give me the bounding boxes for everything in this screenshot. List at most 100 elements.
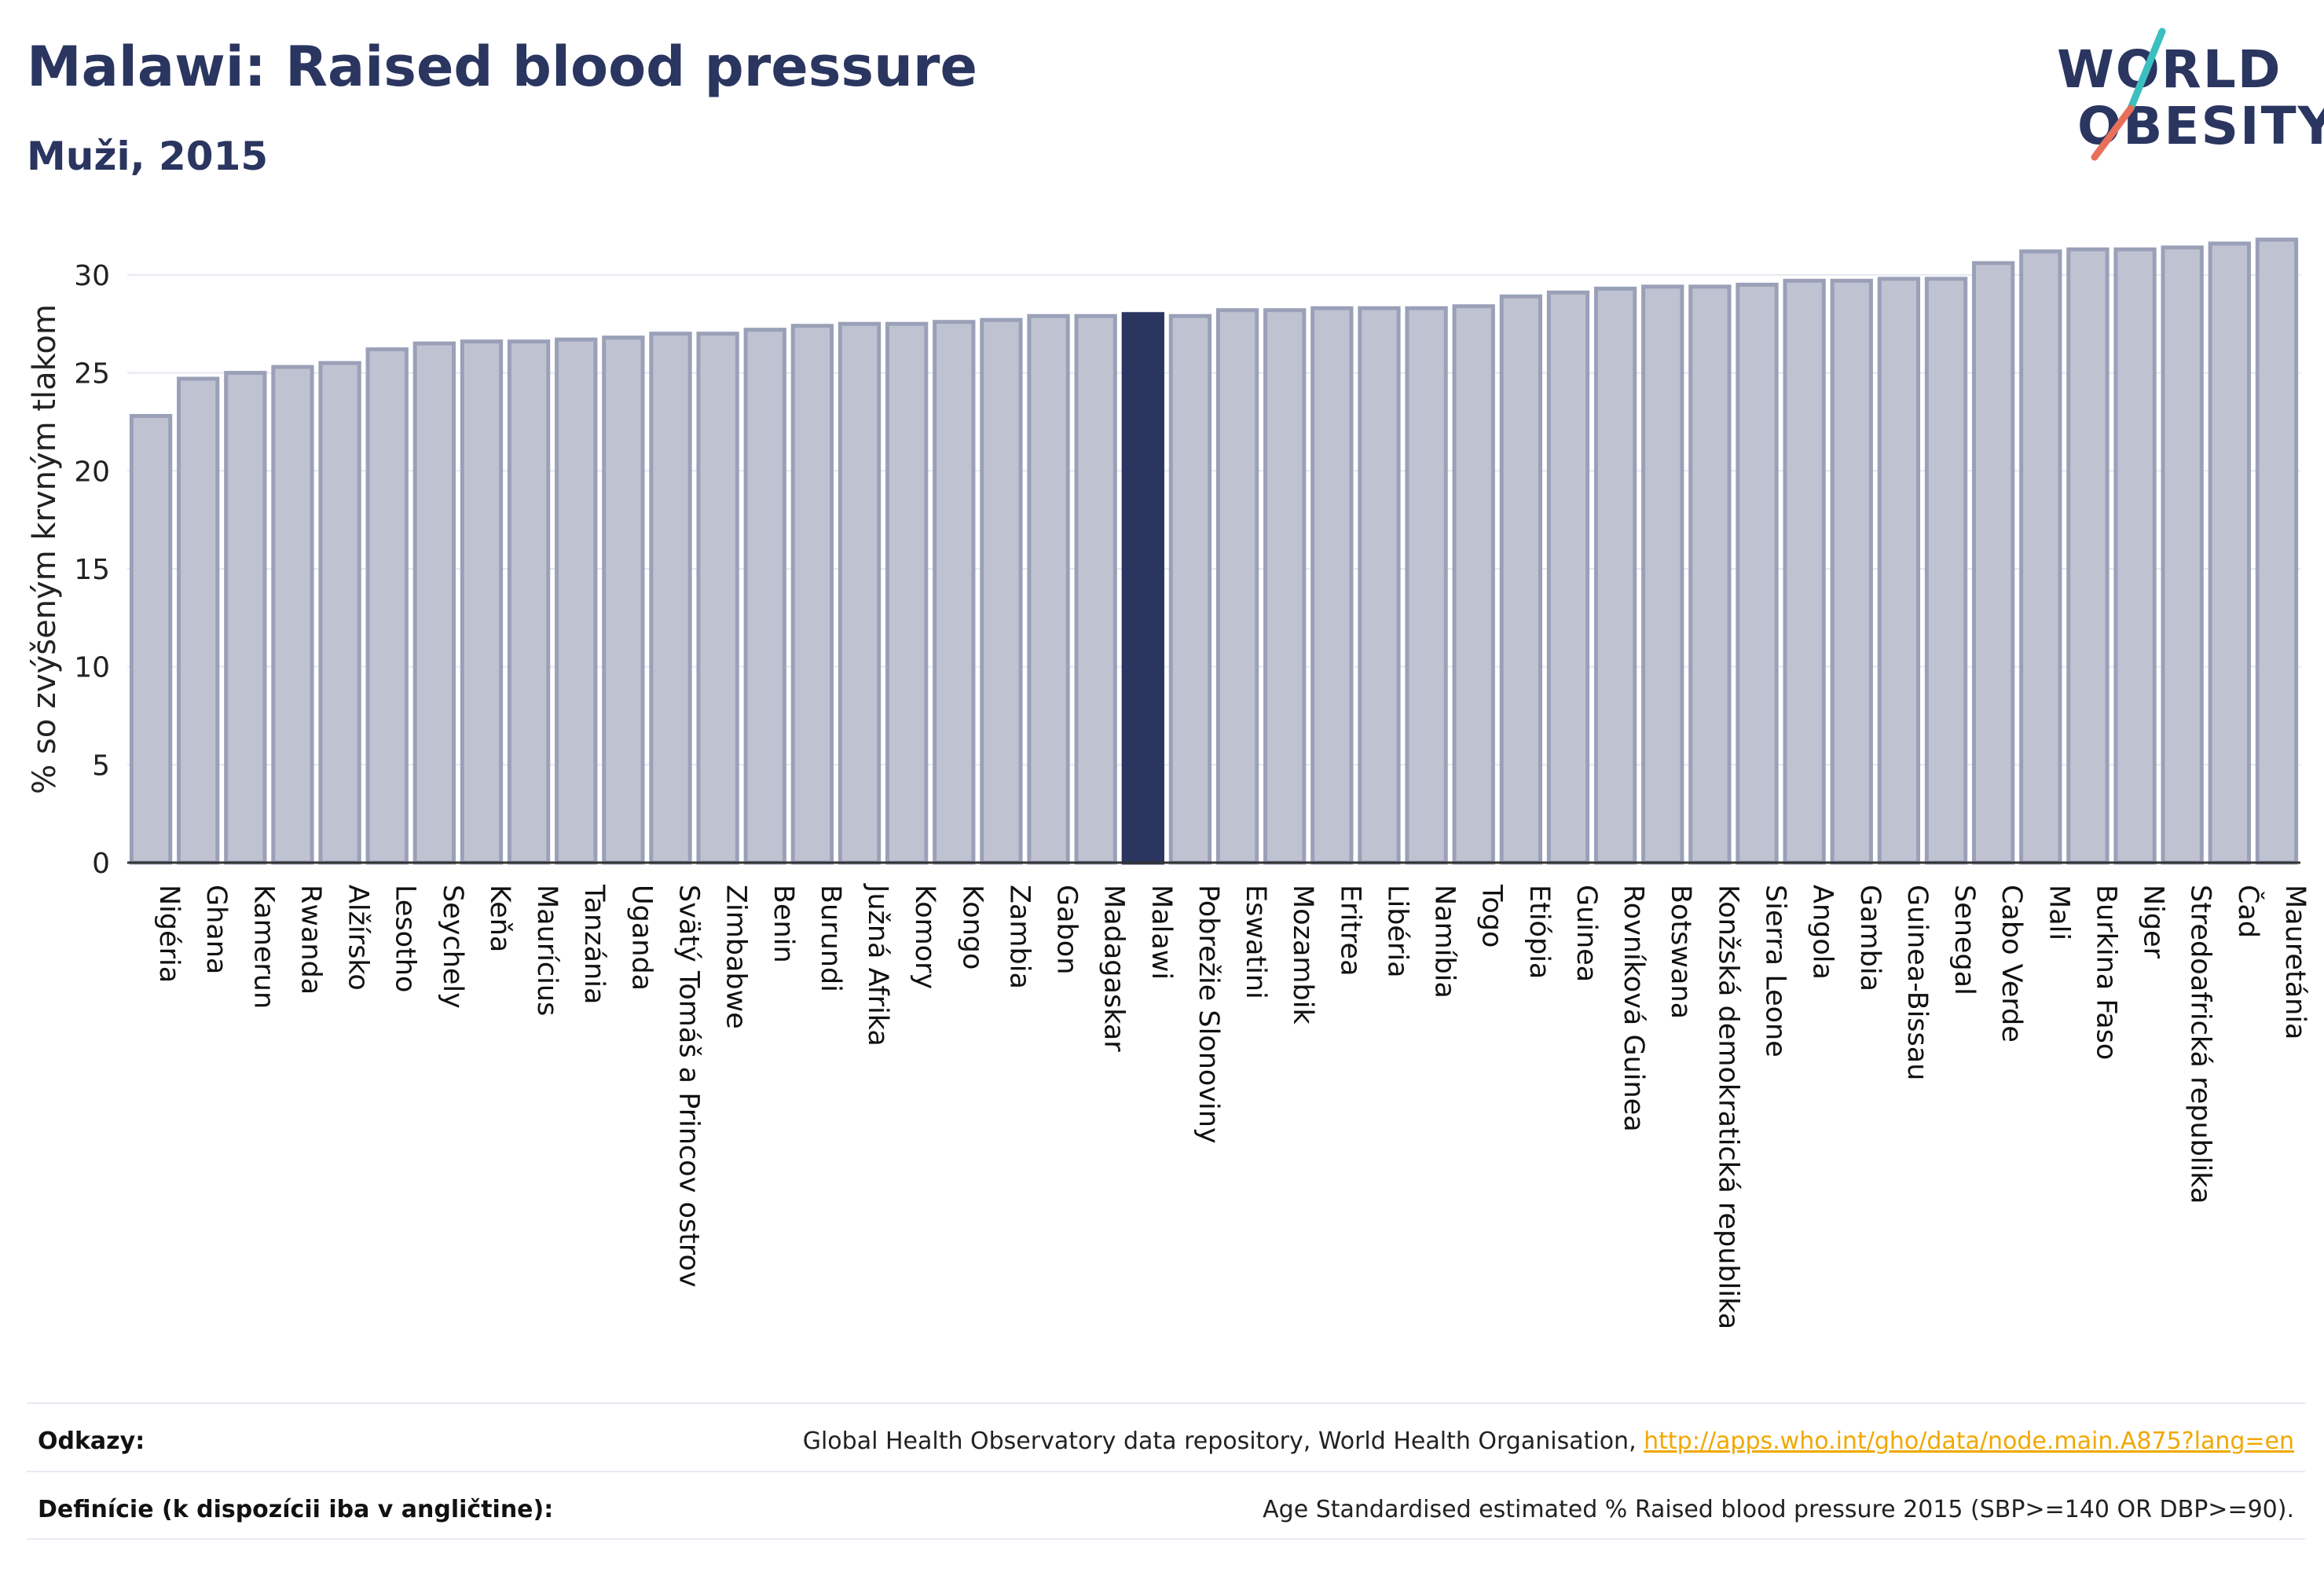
bar: [555, 337, 598, 865]
x-tick-label: Svätý Tomáš a Princov ostrov: [673, 885, 705, 1288]
x-tick-label: Sierra Leone: [1760, 885, 1791, 1057]
bar: [2208, 241, 2251, 865]
x-tick-label: Alžírsko: [343, 885, 374, 991]
bar: [1971, 261, 2015, 865]
references-value: Global Health Observatory data repositor…: [803, 1428, 2294, 1455]
x-tick-label: Lesotho: [390, 885, 421, 992]
x-tick-label: Rwanda: [295, 885, 326, 995]
bar: [933, 320, 976, 865]
bar: [507, 339, 551, 865]
bar: [602, 335, 645, 865]
bar: [1783, 278, 1826, 865]
bar: [1405, 306, 1448, 865]
definitions-label: Definície (k dispozícii iba v angličtine…: [38, 1496, 554, 1523]
bar: [1593, 286, 1637, 865]
x-tick-label: Pobrežie Slonoviny: [1193, 885, 1224, 1144]
footer-divider-bottom: [27, 1538, 2305, 1540]
bar: [177, 376, 220, 865]
x-tick-label: Togo: [1476, 884, 1508, 947]
x-tick-label: Eritrea: [1334, 885, 1365, 977]
x-tick-label: Senegal: [1948, 885, 1980, 995]
chart-subtitle: Muži, 2015: [27, 134, 269, 179]
bar: [1736, 282, 1779, 865]
x-tick-label: Libéria: [1381, 885, 1413, 978]
x-tick-label: Eswatini: [1240, 885, 1271, 999]
x-tick-label: Rovníková Guinea: [1618, 885, 1649, 1132]
x-tick-label: Botswana: [1665, 885, 1696, 1019]
x-tick-label: Uganda: [625, 885, 657, 991]
bars: [129, 237, 2299, 865]
x-tick-label: Benin: [768, 885, 799, 963]
x-tick-label: Zambia: [1003, 885, 1035, 989]
bar: [1027, 313, 1070, 865]
x-tick-label: Gambia: [1854, 885, 1886, 991]
footer-divider-middle: [27, 1471, 2305, 1472]
references-text: Global Health Observatory data repositor…: [802, 1428, 1644, 1455]
bar: [1452, 304, 1495, 865]
bar: [1877, 277, 1921, 865]
bar: [2019, 249, 2062, 865]
bar: [412, 341, 456, 865]
bar: [2255, 237, 2299, 865]
x-tick-label: Malawi: [1146, 885, 1177, 980]
x-tick-label: Tanzánia: [578, 884, 610, 1004]
bar: [271, 365, 314, 865]
x-tick-label: Keňa: [484, 885, 515, 952]
bar: [2161, 245, 2204, 865]
x-tick-label: Madagaskar: [1098, 885, 1130, 1052]
bar: [1358, 306, 1401, 865]
x-tick-label: Etiópia: [1523, 885, 1555, 979]
x-tick-label: Zimbabwe: [720, 885, 752, 1029]
x-tick-label: Niger: [2138, 885, 2169, 959]
bar: [1830, 278, 1873, 865]
bar: [1310, 306, 1354, 865]
footer-divider-top: [27, 1402, 2305, 1404]
bar: [129, 413, 173, 865]
references-label: Odkazy:: [38, 1428, 145, 1455]
x-tick-label: Seychely: [437, 885, 468, 1009]
logo-line1: WORLD: [2057, 39, 2282, 100]
y-tick-label: 15: [74, 554, 110, 586]
x-tick-label: Gabon: [1051, 885, 1083, 974]
bar: [838, 321, 882, 865]
bar: [365, 347, 409, 865]
references-link[interactable]: http://apps.who.int/gho/data/node.main.A…: [1644, 1428, 2294, 1455]
bar: [649, 332, 692, 865]
x-tick-label: Ghana: [200, 885, 232, 974]
bar: [1215, 308, 1259, 865]
bar: [460, 339, 504, 865]
bar: [1688, 284, 1732, 865]
x-tick-label: Burkina Faso: [2090, 885, 2121, 1060]
x-tick-label: Burundi: [815, 885, 846, 992]
y-axis-ticks: 0 5 10 15 20 25 30: [74, 260, 110, 880]
world-obesity-logo: WORLD OBESITY: [2043, 24, 2324, 165]
x-tick-label: Čad: [2232, 885, 2265, 938]
bar: [224, 371, 267, 865]
x-tick-label: Maurícius: [531, 885, 563, 1016]
bar: [1074, 313, 1117, 865]
bar: [2113, 247, 2157, 865]
bar: [318, 361, 361, 865]
bar-highlighted: [1121, 312, 1164, 865]
bar: [1263, 308, 1307, 865]
x-axis-labels: Nigéria Ghana Kamerun Rwanda Alžírsko Lesotho…: [153, 883, 2311, 1329]
definitions-value: Age Standardised estimated % Raised bloo…: [1263, 1496, 2294, 1523]
y-tick-label: 20: [74, 456, 110, 488]
y-tick-label: 25: [74, 358, 110, 390]
bar: [1546, 290, 1590, 865]
footer-references: Odkazy: Global Health Observatory data r…: [27, 1410, 2305, 1473]
y-tick-label: 30: [74, 260, 110, 292]
footer-definitions: Definície (k dispozícii iba v angličtine…: [27, 1479, 2305, 1541]
x-tick-label: Cabo Verde: [1996, 885, 2027, 1043]
x-tick-label: Angola: [1807, 885, 1838, 980]
x-tick-label: Stredoafrická republika: [2185, 885, 2216, 1204]
x-tick-label: Konžská demokratická republika: [1712, 885, 1743, 1329]
bar: [980, 317, 1023, 865]
chart-title: Malawi: Raised blood pressure: [27, 35, 977, 99]
y-tick-label: 10: [74, 652, 110, 684]
bar: [790, 324, 834, 865]
logo-slash-icon: [2091, 27, 2166, 161]
bar: [885, 321, 929, 865]
y-tick-label: 5: [92, 750, 110, 782]
x-tick-label: Komory: [909, 885, 940, 989]
